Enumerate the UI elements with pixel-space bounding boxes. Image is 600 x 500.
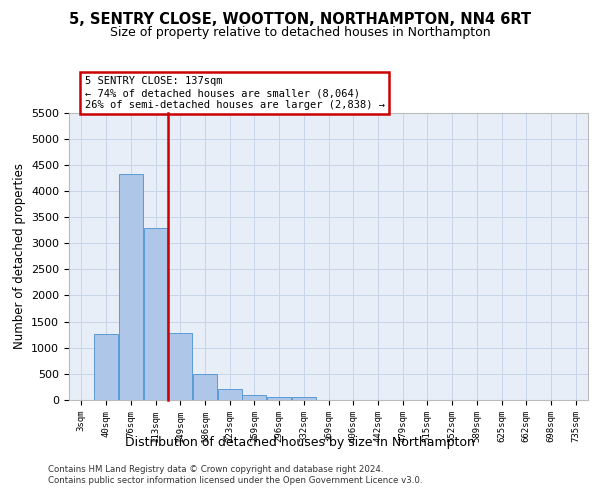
Bar: [143, 228, 167, 400]
Y-axis label: Number of detached properties: Number of detached properties: [13, 163, 26, 350]
Text: Distribution of detached houses by size in Northampton: Distribution of detached houses by size …: [125, 436, 475, 449]
Text: Contains HM Land Registry data © Crown copyright and database right 2024.: Contains HM Land Registry data © Crown c…: [48, 465, 383, 474]
Text: Size of property relative to detached houses in Northampton: Size of property relative to detached ho…: [110, 26, 490, 39]
Bar: [242, 396, 266, 400]
Bar: [218, 389, 242, 400]
Bar: [94, 334, 118, 400]
Text: 5 SENTRY CLOSE: 137sqm
← 74% of detached houses are smaller (8,064)
26% of semi-: 5 SENTRY CLOSE: 137sqm ← 74% of detached…: [85, 76, 385, 110]
Bar: [119, 174, 143, 400]
Text: 5, SENTRY CLOSE, WOOTTON, NORTHAMPTON, NN4 6RT: 5, SENTRY CLOSE, WOOTTON, NORTHAMPTON, N…: [69, 12, 531, 28]
Bar: [193, 374, 217, 400]
Bar: [292, 397, 316, 400]
Text: Contains public sector information licensed under the Open Government Licence v3: Contains public sector information licen…: [48, 476, 422, 485]
Bar: [267, 396, 291, 400]
Bar: [168, 333, 192, 400]
